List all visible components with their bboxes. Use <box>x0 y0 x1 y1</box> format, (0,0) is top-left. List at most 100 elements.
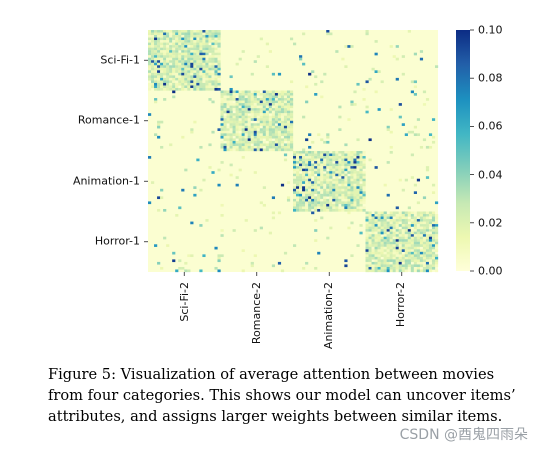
heatmap-cell <box>305 186 309 189</box>
heatmap-cell <box>425 176 430 179</box>
heatmap-cell <box>148 70 152 73</box>
heatmap-cell <box>299 198 303 202</box>
heatmap-cell <box>383 269 387 273</box>
heatmap-cell <box>283 93 288 96</box>
heatmap-cell <box>268 120 272 124</box>
heatmap-cell <box>341 203 345 207</box>
heatmap-cell <box>320 206 324 210</box>
heatmap-cell <box>289 120 294 124</box>
heatmap-cell <box>326 208 330 212</box>
heatmap-cell <box>344 45 348 48</box>
heatmap-cell <box>404 249 408 252</box>
heatmap-cell <box>160 32 164 36</box>
heatmap-cell <box>389 239 393 242</box>
heatmap-cell <box>311 161 315 164</box>
heatmap-cell <box>425 168 430 172</box>
heatmap-cell <box>157 125 161 129</box>
heatmap-cell <box>422 234 427 237</box>
heatmap-cell <box>347 171 351 174</box>
heatmap-cell <box>214 37 218 41</box>
heatmap-cell <box>196 72 200 76</box>
heatmap-cell <box>208 80 212 84</box>
heatmap-cell <box>271 98 276 101</box>
heatmap-cell <box>401 261 405 265</box>
heatmap-cell <box>353 161 357 164</box>
heatmap-cell <box>220 254 224 258</box>
heatmap-cell <box>184 261 188 265</box>
heatmap-cell <box>268 145 272 149</box>
heatmap-cell <box>401 224 405 227</box>
heatmap-cell <box>344 203 348 207</box>
heatmap-cell <box>365 221 369 225</box>
heatmap-cell <box>323 208 327 212</box>
heatmap-cell <box>398 236 402 240</box>
heatmap-cell <box>160 85 164 89</box>
heatmap-cell <box>259 120 263 124</box>
heatmap-cell <box>157 60 161 63</box>
heatmap-cell <box>289 123 294 126</box>
heatmap-cell <box>154 50 158 53</box>
heatmap-cell <box>377 108 381 111</box>
heatmap-cell <box>232 108 236 111</box>
heatmap-cell <box>431 229 436 232</box>
heatmap-cell <box>259 93 263 96</box>
heatmap-cell <box>425 98 430 101</box>
heatmap-cell <box>359 191 363 194</box>
heatmap-cell <box>232 93 236 96</box>
heatmap-cell <box>280 115 285 119</box>
heatmap-cell <box>244 105 248 109</box>
heatmap-cell <box>253 115 257 119</box>
heatmap-cell <box>410 264 414 268</box>
heatmap-cell <box>302 266 306 270</box>
heatmap-cell <box>235 123 239 126</box>
heatmap-cell <box>377 234 381 237</box>
heatmap-cell <box>277 120 282 124</box>
heatmap-cell <box>184 269 188 273</box>
heatmap-cell <box>332 156 336 159</box>
heatmap-cell <box>277 125 282 129</box>
heatmap-cell <box>217 256 221 260</box>
heatmap-cell <box>154 65 158 68</box>
heatmap-cell <box>389 216 393 220</box>
heatmap-cell <box>401 216 405 220</box>
heatmap-cell <box>332 201 336 205</box>
heatmap-cell <box>365 239 369 242</box>
heatmap-cell <box>250 140 254 144</box>
heatmap-cell <box>175 214 179 217</box>
heatmap-cell <box>151 77 155 81</box>
heatmap-cell <box>214 75 218 79</box>
heatmap-cell <box>172 60 176 63</box>
heatmap-cell <box>320 188 324 192</box>
heatmap-cell <box>268 90 272 94</box>
heatmap-cell <box>247 138 251 142</box>
heatmap-cell <box>362 181 366 184</box>
heatmap-cell <box>407 241 411 245</box>
heatmap-cell <box>151 37 155 41</box>
heatmap-cell <box>193 193 197 197</box>
heatmap-cell <box>208 45 212 48</box>
heatmap-cell <box>211 67 215 71</box>
heatmap-cell <box>317 196 321 200</box>
heatmap-cell <box>416 231 421 235</box>
heatmap-cell <box>286 133 291 137</box>
heatmap-cell <box>392 221 396 225</box>
heatmap-cell <box>410 130 414 134</box>
heatmap-cell <box>347 153 351 157</box>
heatmap-cell <box>359 168 363 172</box>
heatmap-cell <box>223 120 227 124</box>
heatmap-cell <box>205 87 209 91</box>
heatmap-cell <box>190 57 194 61</box>
heatmap-cell <box>277 140 282 144</box>
heatmap-cell <box>317 168 321 172</box>
heatmap-cell <box>274 90 279 94</box>
heatmap-cell <box>220 203 224 207</box>
heatmap-cell <box>184 82 188 86</box>
heatmap-cell <box>431 244 436 247</box>
heatmap-cell <box>329 226 333 230</box>
heatmap-cell <box>277 123 282 126</box>
heatmap-cell <box>265 42 269 46</box>
heatmap-cell <box>265 128 269 131</box>
heatmap-cell <box>314 186 318 189</box>
heatmap-cell <box>160 266 164 270</box>
x-tick-label: Horror-2 <box>394 282 407 328</box>
